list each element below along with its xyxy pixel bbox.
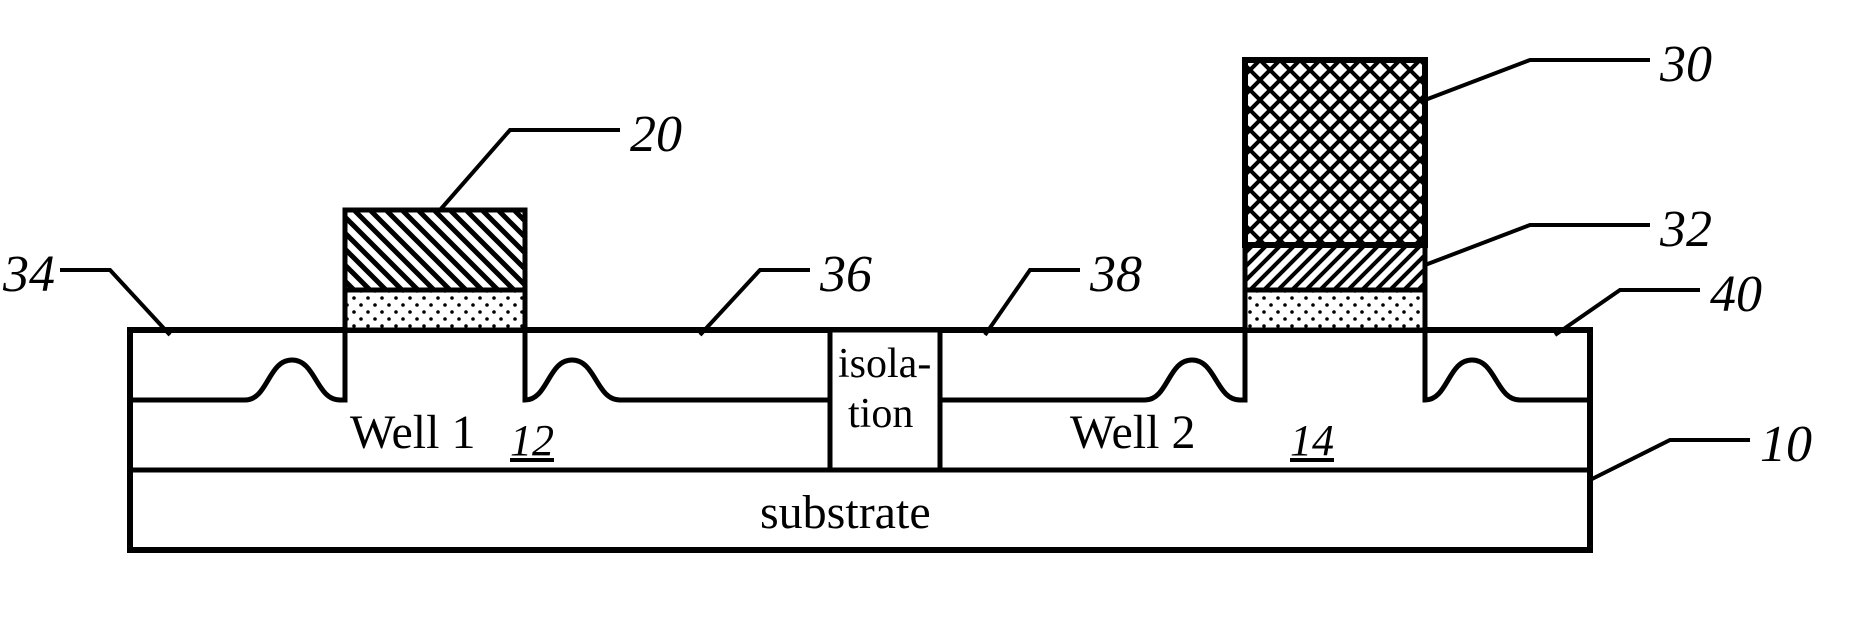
- callout-30: 30: [1660, 35, 1712, 94]
- isolation-label-1: isola-: [838, 340, 931, 388]
- callout-10: 10: [1760, 415, 1812, 474]
- callout-20: 20: [630, 105, 682, 164]
- leader-36: [700, 270, 810, 335]
- gate2-oxide: [1245, 290, 1425, 330]
- gate2-block-30: [1245, 60, 1425, 245]
- isolation-label-2: tion: [848, 390, 913, 438]
- well2-num: 14: [1290, 415, 1334, 466]
- well2-label: Well 2: [1070, 405, 1195, 460]
- well1-label: Well 1: [350, 405, 475, 460]
- leader-38: [985, 270, 1080, 335]
- gate1-oxide: [345, 290, 525, 330]
- callout-32: 32: [1660, 200, 1712, 259]
- gate2-metal-32: [1245, 245, 1425, 290]
- callout-40: 40: [1710, 265, 1762, 324]
- callout-36: 36: [820, 245, 872, 304]
- leader-34: [60, 270, 170, 335]
- gate1-metal-20: [345, 210, 525, 290]
- substrate-label: substrate: [760, 485, 931, 540]
- leader-20: [440, 130, 620, 210]
- callout-34: 34: [3, 245, 55, 304]
- leader-30: [1425, 60, 1650, 100]
- leader-10: [1590, 440, 1750, 480]
- callout-38: 38: [1090, 245, 1142, 304]
- leader-32: [1425, 225, 1650, 265]
- well1-num: 12: [510, 415, 554, 466]
- diagram-root: substrate isola- tion Well 1 12 Well 2 1…: [0, 0, 1849, 629]
